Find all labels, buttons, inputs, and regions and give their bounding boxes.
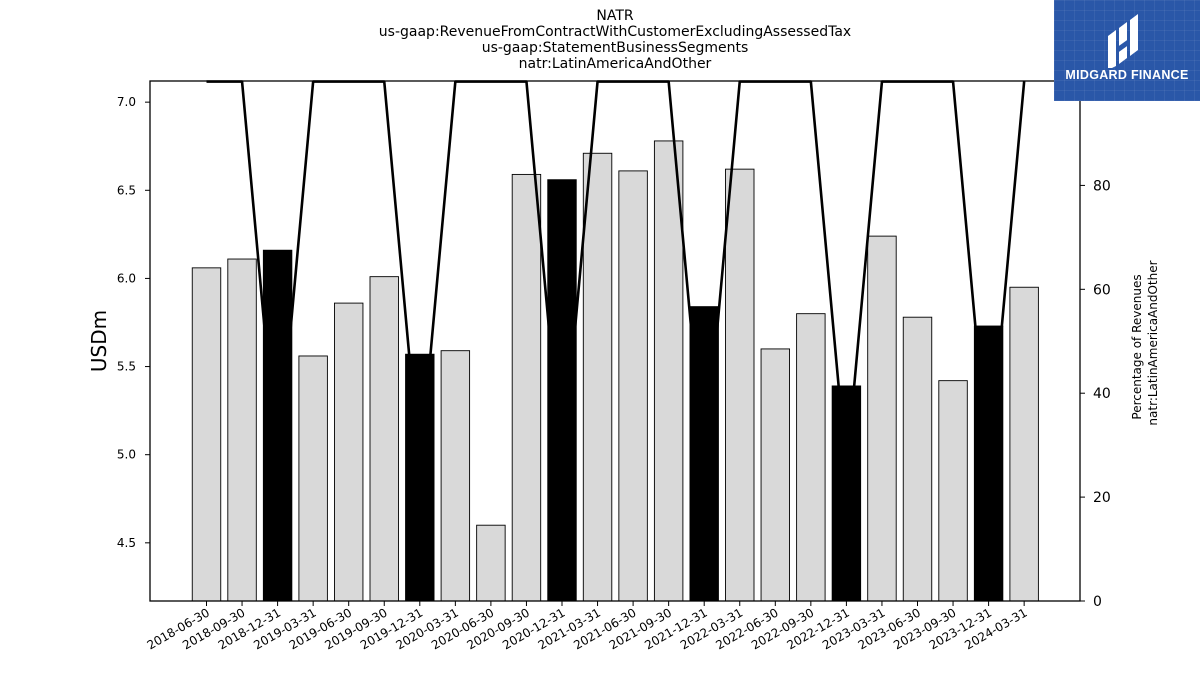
y2-tick-label-80: 80: [1093, 178, 1111, 194]
bar-2021-06-30: [618, 170, 648, 602]
chart-title-line-3: us-gaap:StatementBusinessSegments: [481, 40, 749, 56]
bar-2021-09-30: [653, 140, 684, 602]
bar-2018-06-30: [191, 267, 222, 602]
chart-title-line-4: natr:LatinAmericaAndOther: [518, 56, 712, 72]
bar-2019-09-30: [369, 276, 399, 602]
logo-text: MIDGARD FINANCE: [1065, 68, 1189, 82]
bar-2018-12-31: [262, 249, 293, 602]
plot-frame: [149, 80, 1081, 602]
y-tick-label-7.0: 7.0: [117, 95, 136, 109]
bar-2020-12-31: [547, 179, 577, 602]
y2-axis-label-line-1: Percentage of Revenues: [1130, 274, 1144, 419]
y-tick-label-5.5: 5.5: [117, 360, 136, 374]
bar-2020-03-31: [440, 350, 471, 602]
y2-axis-label-line-2: natr:LatinAmericaAndOther: [1146, 260, 1160, 425]
y2-tick-label-40: 40: [1093, 386, 1111, 402]
bar-2019-03-31: [298, 355, 328, 602]
bar-2018-09-30: [227, 258, 257, 602]
midgard-logo-icon: [1108, 14, 1138, 68]
bar-2022-03-31: [725, 168, 755, 602]
y-tick-label-5.0: 5.0: [117, 448, 136, 462]
y2-tick-label-60: 60: [1093, 282, 1111, 298]
midgard-finance-logo: MIDGARD FINANCE: [1054, 0, 1200, 101]
bar-2021-03-31: [582, 152, 613, 602]
bar-2020-06-30: [476, 524, 506, 602]
bar-2024-03-31: [1009, 286, 1039, 602]
bar-2020-09-30: [511, 173, 542, 602]
y-tick-label-4.5: 4.5: [117, 536, 136, 550]
bar-2022-09-30: [796, 313, 826, 602]
bar-2023-09-30: [938, 380, 968, 602]
y2-tick-label-20: 20: [1093, 490, 1111, 506]
bar-2023-03-31: [867, 235, 897, 602]
percentage-line: [206, 80, 1026, 473]
bar-2022-06-30: [760, 348, 790, 602]
bar-2022-12-31: [831, 385, 862, 602]
y-tick-label-6.0: 6.0: [117, 271, 136, 285]
bar-2019-12-31: [405, 353, 435, 602]
bar-2023-06-30: [902, 316, 933, 602]
y2-tick-label-0: 0: [1093, 594, 1102, 610]
chart-title-line-1: NATR: [596, 8, 634, 24]
chart-title-line-2: us-gaap:RevenueFromContractWithCustomerE…: [378, 24, 852, 40]
y-tick-label-6.5: 6.5: [117, 183, 136, 197]
y-axis-label: USDm: [87, 310, 111, 372]
bar-2019-06-30: [334, 302, 364, 602]
